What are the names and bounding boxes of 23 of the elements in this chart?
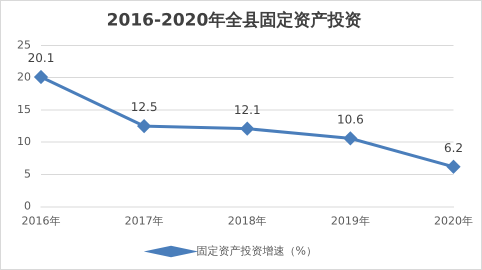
data-label: 12.5 (130, 100, 158, 114)
data-label: 20.1 (28, 51, 54, 66)
y-tick-label: 10 (16, 135, 31, 148)
x-tick-label: 2017年 (124, 214, 164, 228)
data-label: 12.1 (234, 102, 261, 117)
x-tick-label: 2020年 (434, 214, 474, 228)
point (447, 160, 460, 174)
data-label: 10.6 (337, 112, 364, 126)
x-tick-label: 2018年 (228, 214, 267, 228)
data-label: 6.2 (444, 140, 464, 155)
legend-label: 固定资产投资增速（%） (196, 244, 317, 258)
point (344, 132, 357, 145)
y-tick-label: 5 (24, 167, 31, 180)
point (240, 122, 254, 136)
chart-title: 2016-2020年全县固定资产投资 (106, 10, 362, 31)
point (138, 120, 151, 133)
y-tick-label: 0 (24, 200, 31, 213)
y-tick-label: 20 (16, 70, 31, 84)
x-tick-label: 2019年 (330, 214, 370, 228)
y-tick-label: 25 (16, 38, 31, 52)
x-tick-label: 2016年 (21, 214, 60, 228)
y-tick-label: 15 (16, 102, 31, 116)
point (34, 70, 48, 84)
